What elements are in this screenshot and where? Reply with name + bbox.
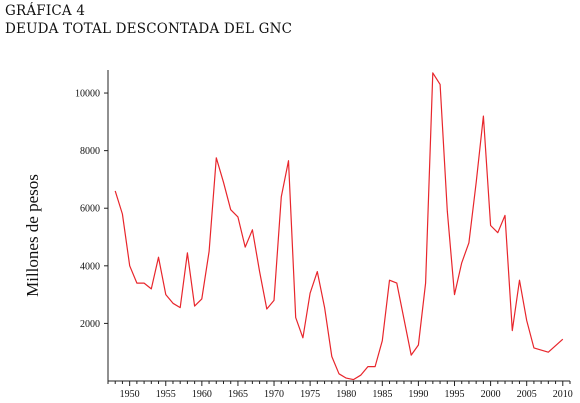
x-tick-label: 1965 [228, 389, 248, 400]
x-tick-label: 1995 [445, 389, 465, 400]
figure-header: GRÁFICA 4 DEUDA TOTAL DESCONTADA DEL GNC [5, 2, 292, 38]
y-tick-label: 2000 [80, 319, 100, 330]
x-tick-label: 2005 [517, 389, 537, 400]
x-tick-label: 1970 [264, 389, 284, 400]
x-tick-label: 1985 [372, 389, 392, 400]
x-ticks: 1950 1955 1960 1965 1970 1975 1980 1985 1990 1995… [107, 381, 573, 400]
x-tick-label: 2000 [481, 389, 501, 400]
x-tick-label: 1975 [300, 389, 320, 400]
x-tick-label: 1990 [408, 389, 428, 400]
figure-title: DEUDA TOTAL DESCONTADA DEL GNC [5, 21, 293, 37]
y-tick-label: 6000 [80, 204, 100, 215]
x-tick-label: 1960 [192, 389, 212, 400]
y-tick-label: 10000 [75, 89, 100, 100]
figure-label: GRÁFICA 4 [5, 3, 86, 19]
y-axis-title: Millones de pesos [23, 174, 42, 297]
y-ticks: 2000 4000 6000 8000 10000 [75, 89, 108, 330]
x-tick-label: 1955 [156, 389, 176, 400]
x-tick-label: 1980 [336, 389, 356, 400]
x-tick-label: 1950 [120, 389, 140, 400]
y-tick-label: 4000 [80, 261, 100, 272]
x-tick-label: 2010 [553, 389, 573, 400]
series-line [114, 72, 564, 381]
series-layer [114, 72, 564, 381]
y-tick-label: 8000 [80, 146, 100, 157]
